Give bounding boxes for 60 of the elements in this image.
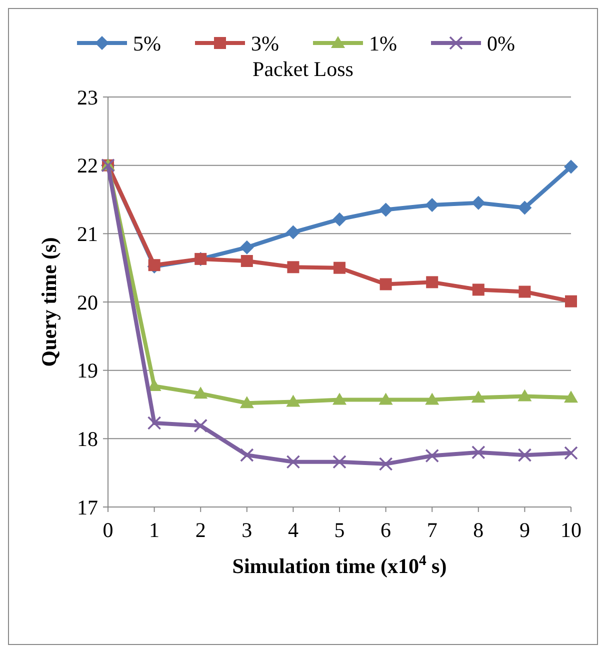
point xyxy=(287,261,300,274)
x-tick-label: 4 xyxy=(288,518,299,542)
point xyxy=(194,386,208,399)
legend-label: 3% xyxy=(251,31,279,56)
point xyxy=(425,392,440,405)
x-tick-label: 1 xyxy=(149,518,160,542)
point xyxy=(426,276,438,288)
point xyxy=(286,394,300,407)
y-tick-label: 19 xyxy=(77,358,98,383)
point xyxy=(332,455,346,469)
x-tick-label: 8 xyxy=(473,518,484,542)
x-tick-label: 9 xyxy=(519,518,530,542)
point xyxy=(378,457,393,471)
legend-label: 5% xyxy=(133,31,161,56)
point xyxy=(518,200,532,215)
point xyxy=(378,392,393,405)
point xyxy=(564,390,578,403)
x-tick-label: 0 xyxy=(102,518,114,542)
point xyxy=(240,448,254,462)
point xyxy=(425,198,440,212)
y-tick-label: 18 xyxy=(77,427,98,452)
y-tick-label: 23 xyxy=(77,85,98,110)
point xyxy=(332,212,346,226)
legend-label: 1% xyxy=(369,31,397,56)
point xyxy=(240,255,253,267)
x-tick-label: 2 xyxy=(195,518,206,542)
x-tick-label: 5 xyxy=(334,518,345,542)
point xyxy=(286,225,300,240)
legend-label: 0% xyxy=(487,31,515,56)
point xyxy=(425,448,439,463)
y-axis-title: Query time (s) xyxy=(37,237,61,367)
point xyxy=(564,160,578,174)
y-tick-label: 20 xyxy=(77,290,98,314)
point xyxy=(471,196,486,210)
point xyxy=(518,448,532,462)
x-tick-label: 3 xyxy=(242,518,252,542)
point xyxy=(472,284,484,296)
x-tick-label: 7 xyxy=(426,518,438,542)
point xyxy=(240,240,254,254)
point xyxy=(147,416,162,430)
point xyxy=(565,295,577,308)
x-axis-title: Simulation time (x10$^{4}$ s) xyxy=(232,553,447,578)
y-tick-label: 17 xyxy=(77,495,98,520)
point xyxy=(518,389,532,402)
point xyxy=(380,278,392,290)
point xyxy=(286,455,300,469)
x-tick-label: 6 xyxy=(380,518,392,542)
point xyxy=(334,262,346,274)
point xyxy=(564,446,578,460)
x-tick-label: 10 xyxy=(560,518,582,542)
point xyxy=(378,202,393,217)
point xyxy=(518,286,531,298)
point xyxy=(471,390,486,403)
point xyxy=(194,418,208,433)
y-tick-label: 21 xyxy=(77,222,98,246)
point xyxy=(332,392,346,405)
legend-title: Packet Loss xyxy=(252,57,354,81)
y-tick-label: 22 xyxy=(77,154,98,178)
point xyxy=(240,396,254,408)
point xyxy=(472,445,486,460)
